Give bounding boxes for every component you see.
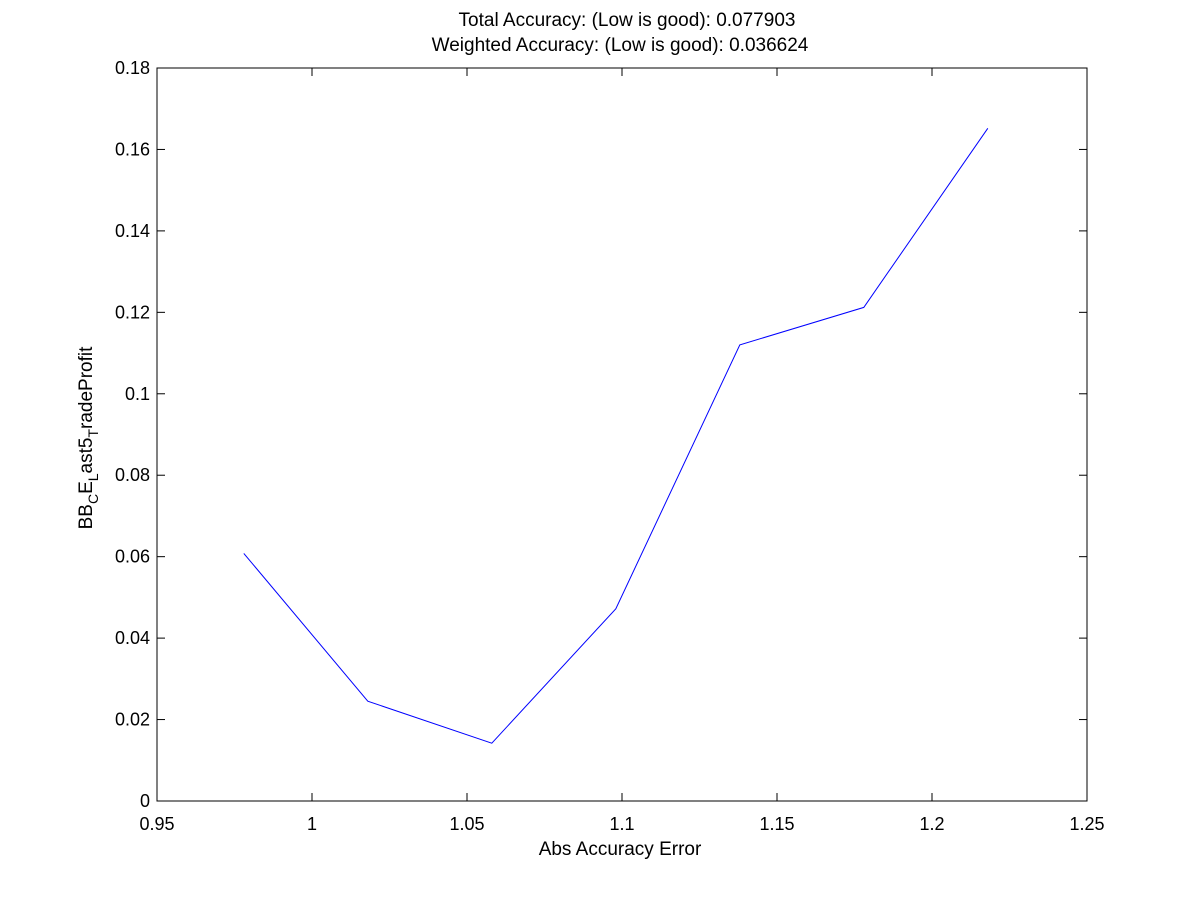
x-tick-label: 1.2 (919, 814, 944, 834)
x-tick-label: 0.95 (139, 814, 174, 834)
y-tick-label: 0.02 (115, 710, 150, 730)
y-axis-label-part: E (76, 481, 97, 494)
series-group (243, 128, 989, 744)
x-tick-label: 1.1 (609, 814, 634, 834)
y-tick-label: 0.06 (115, 547, 150, 567)
y-tick-label: 0.18 (115, 58, 150, 78)
y-axis-label: BBCELast5TradeProfit (76, 346, 101, 530)
y-tick-label: 0.08 (115, 465, 150, 485)
chart-title-line-2: Weighted Accuracy: (Low is good): 0.0366… (432, 35, 809, 56)
y-tick-label: 0.04 (115, 628, 150, 648)
y-axis-label-part: BB (76, 504, 97, 529)
y-tick-label: 0.16 (115, 139, 150, 159)
x-tick-label: 1.05 (449, 814, 484, 834)
x-tick-label: 1.15 (759, 814, 794, 834)
y-tick-label: 0.14 (115, 221, 150, 241)
x-axis-label: Abs Accuracy Error (539, 839, 702, 860)
y-axis-label-part: ast5 (76, 438, 97, 474)
y-axis-label-part: radeProfit (76, 346, 97, 429)
x-tick-label: 1.25 (1069, 814, 1104, 834)
axes-box (156, 67, 1088, 802)
y-tick-label: 0.12 (115, 302, 150, 322)
x-tick-labels: 0.95 1 1.05 1.1 1.15 1.2 1.25 (139, 814, 1104, 834)
plot-area (157, 68, 1087, 801)
y-tick-label: 0.1 (125, 384, 150, 404)
series-line (243, 128, 989, 744)
y-axis-label-subscript: L (85, 473, 101, 481)
y-tick-labels: 0 0.02 0.04 0.06 0.08 0.1 0.12 0.14 0.16 0.18 (115, 58, 150, 811)
y-tick-label: 0 (140, 791, 150, 811)
x-tick-label: 1 (307, 814, 317, 834)
chart-title-line-1: Total Accuracy: (Low is good): 0.077903 (459, 10, 796, 31)
y-axis-label-subscript: T (85, 429, 101, 438)
y-axis-label-subscript: C (85, 494, 101, 504)
